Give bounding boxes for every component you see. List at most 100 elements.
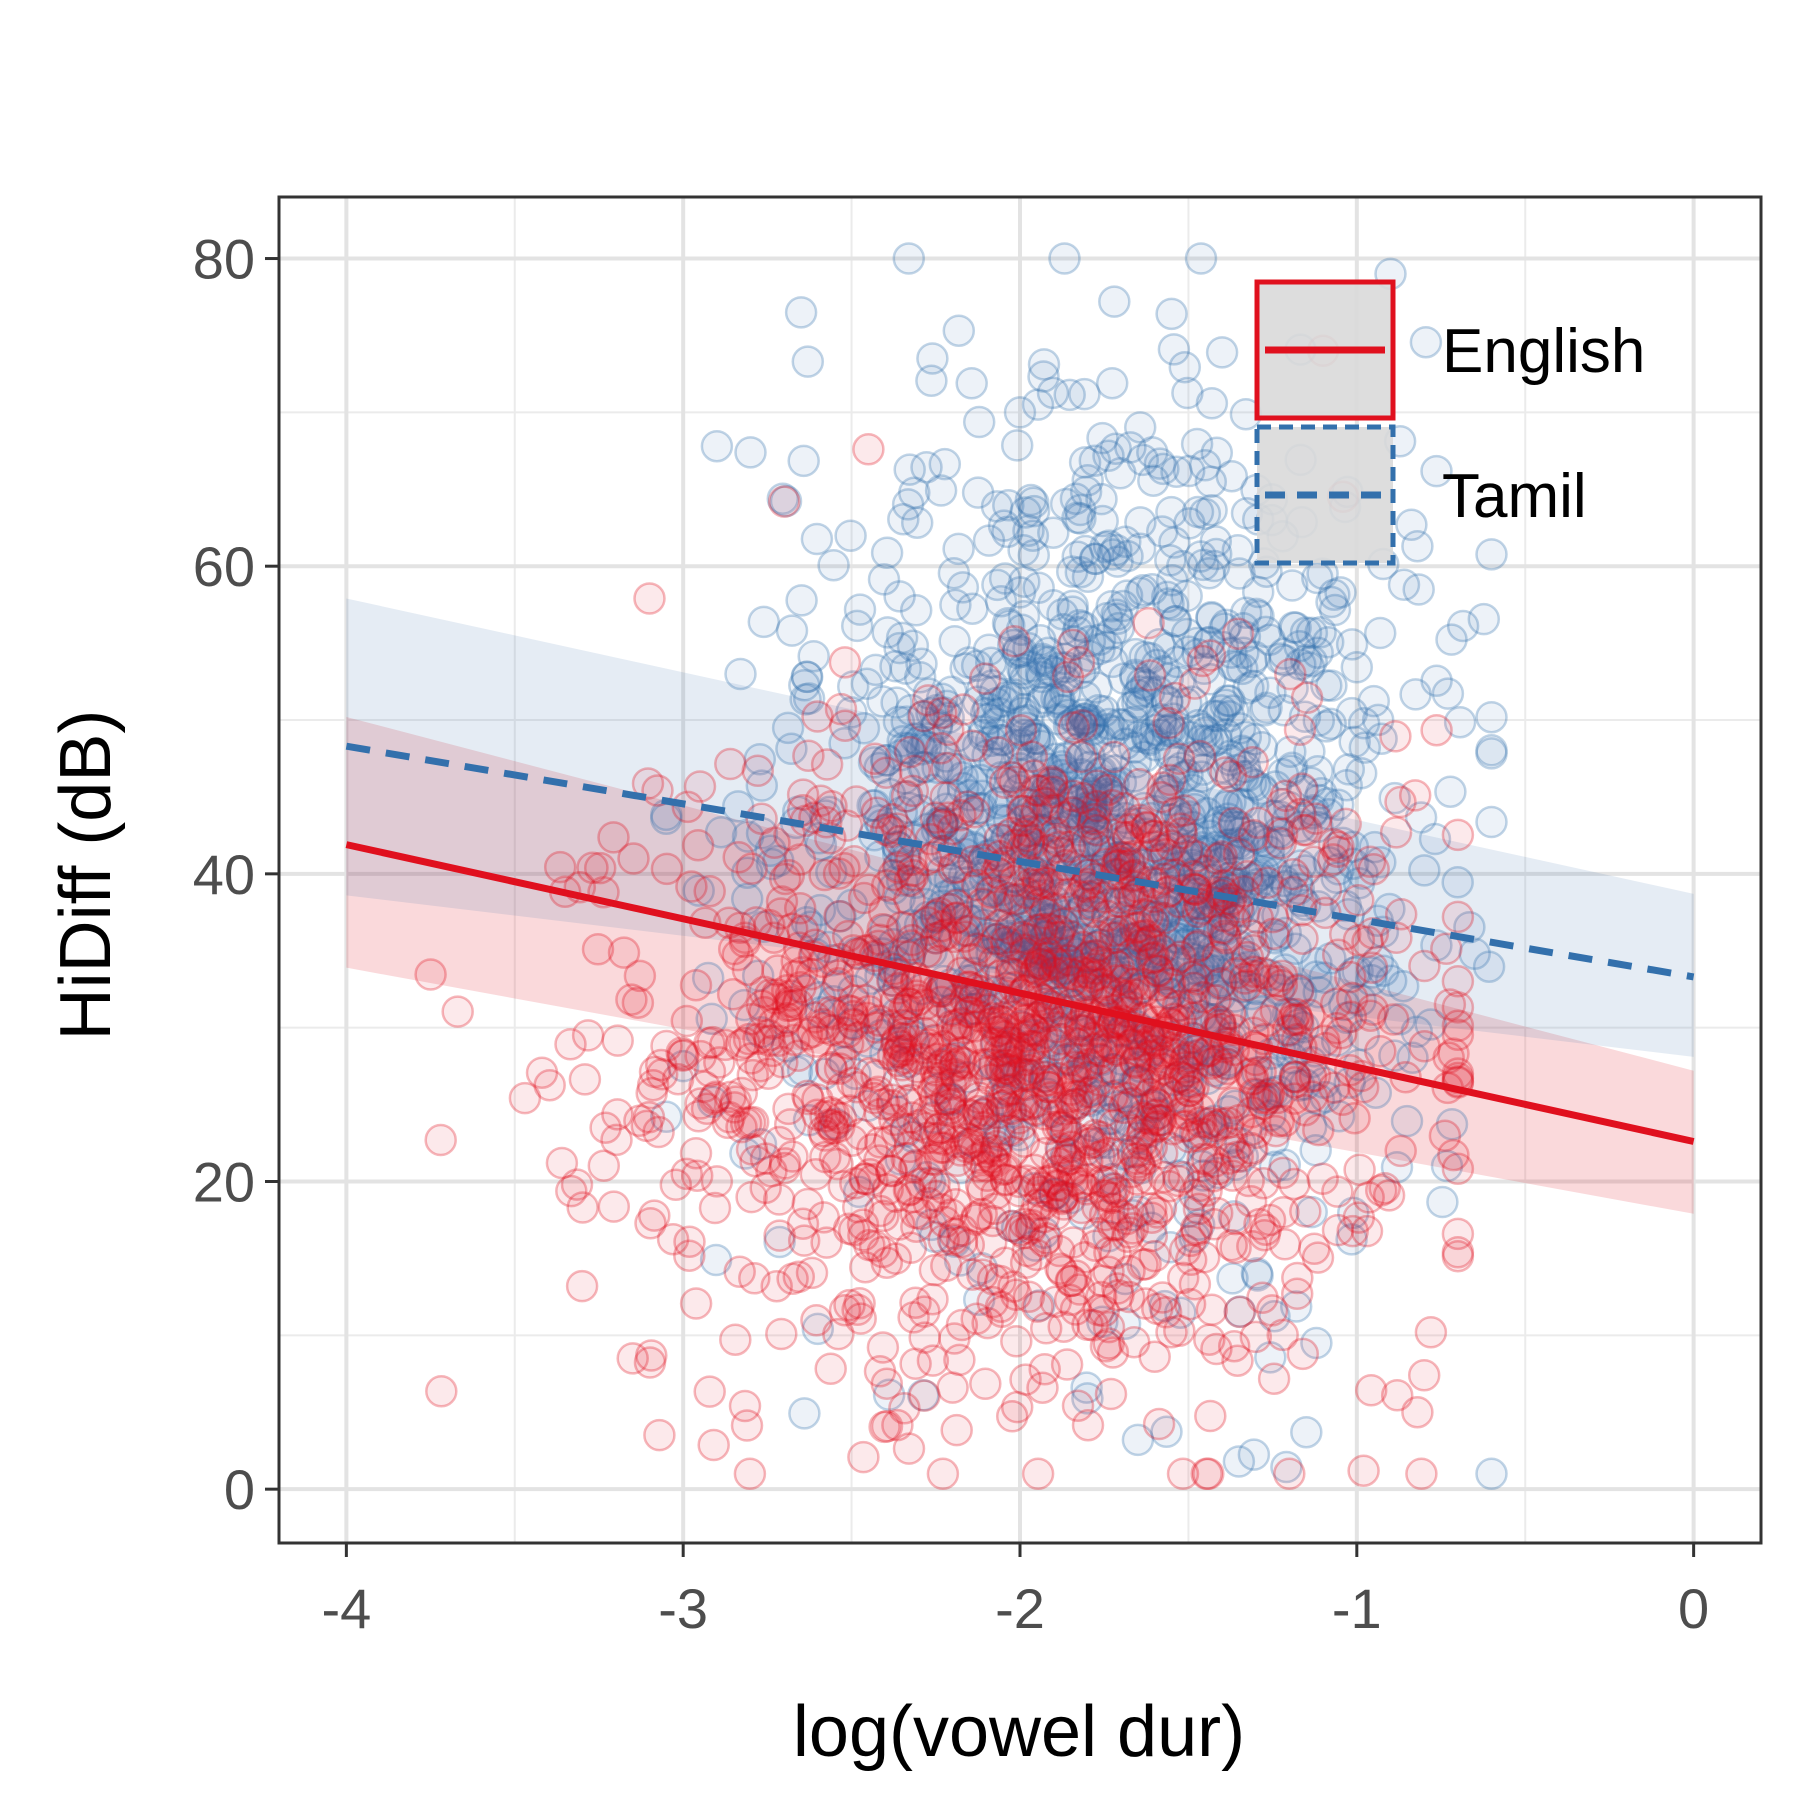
data-point bbox=[1041, 1146, 1074, 1180]
data-point bbox=[1071, 1382, 1104, 1415]
data-point bbox=[1151, 686, 1184, 719]
data-point bbox=[1032, 786, 1065, 820]
data-point bbox=[565, 1269, 599, 1303]
data-point bbox=[1125, 688, 1158, 722]
data-point bbox=[1095, 789, 1129, 822]
data-point bbox=[1318, 1071, 1351, 1104]
data-point bbox=[1320, 1011, 1353, 1045]
data-point bbox=[1222, 787, 1255, 821]
data-point bbox=[1076, 713, 1110, 746]
data-point bbox=[1133, 659, 1167, 692]
data-point bbox=[1019, 1093, 1052, 1126]
data-point bbox=[1152, 783, 1186, 817]
data-point bbox=[1179, 833, 1213, 867]
data-point bbox=[912, 677, 946, 710]
data-point bbox=[868, 1410, 901, 1444]
data-point bbox=[1060, 704, 1093, 737]
data-point bbox=[1063, 880, 1096, 913]
data-point bbox=[863, 751, 896, 785]
data-point bbox=[721, 938, 754, 972]
data-point bbox=[1045, 758, 1079, 792]
data-point bbox=[1121, 1163, 1154, 1196]
data-point bbox=[914, 1143, 948, 1176]
data-point bbox=[920, 693, 954, 727]
data-point bbox=[1172, 454, 1206, 488]
data-point bbox=[1175, 942, 1208, 975]
data-point bbox=[554, 1028, 587, 1061]
data-point bbox=[1014, 650, 1048, 683]
data-point bbox=[1197, 699, 1230, 732]
data-point bbox=[837, 1008, 871, 1041]
data-point bbox=[917, 773, 950, 807]
data-point bbox=[1305, 777, 1338, 810]
data-point bbox=[1134, 946, 1167, 980]
data-point bbox=[1049, 676, 1082, 709]
data-point bbox=[729, 1137, 762, 1170]
data-point bbox=[1063, 608, 1096, 642]
data-point bbox=[1022, 888, 1056, 921]
data-point bbox=[1195, 387, 1229, 420]
data-point bbox=[1287, 813, 1320, 847]
data-point bbox=[899, 594, 933, 627]
data-point bbox=[1253, 958, 1286, 992]
data-point bbox=[847, 1440, 880, 1474]
data-point bbox=[1219, 1089, 1252, 1123]
data-point bbox=[1221, 534, 1255, 567]
data-point bbox=[895, 1083, 928, 1116]
data-point bbox=[929, 1083, 963, 1116]
data-point bbox=[1104, 841, 1137, 874]
data-point bbox=[870, 1367, 904, 1400]
data-point bbox=[1091, 951, 1124, 984]
data-point bbox=[976, 875, 1010, 908]
data-point bbox=[1191, 1062, 1224, 1096]
data-point bbox=[1114, 922, 1148, 956]
data-point bbox=[1129, 1247, 1162, 1281]
data-point bbox=[1235, 1063, 1269, 1097]
data-point bbox=[734, 436, 767, 469]
data-point bbox=[1065, 709, 1099, 742]
data-point bbox=[1351, 925, 1384, 959]
data-point bbox=[868, 913, 902, 947]
data-point bbox=[1093, 835, 1126, 869]
data-point bbox=[875, 1009, 908, 1042]
data-point bbox=[1201, 1044, 1234, 1077]
data-point bbox=[1227, 827, 1260, 861]
data-point bbox=[1061, 501, 1094, 535]
data-point bbox=[425, 1375, 458, 1408]
data-point bbox=[1168, 350, 1202, 384]
data-point bbox=[1043, 683, 1076, 717]
data-point bbox=[1027, 1064, 1061, 1098]
data-point bbox=[1147, 842, 1181, 876]
data-point bbox=[1096, 1052, 1130, 1086]
data-point bbox=[1251, 1082, 1284, 1115]
data-point bbox=[815, 790, 848, 823]
data-point bbox=[1119, 1046, 1152, 1080]
data-point bbox=[787, 444, 820, 478]
data-point bbox=[1180, 1119, 1214, 1153]
data-point bbox=[992, 1114, 1026, 1147]
data-point bbox=[1265, 788, 1299, 821]
data-point bbox=[1183, 887, 1216, 921]
data-point bbox=[1190, 796, 1224, 830]
data-point bbox=[808, 1119, 842, 1152]
data-point bbox=[633, 582, 666, 615]
data-point bbox=[896, 629, 930, 663]
data-point bbox=[1020, 932, 1054, 965]
data-point bbox=[817, 548, 850, 582]
data-point bbox=[913, 1166, 947, 1199]
data-point bbox=[927, 807, 960, 841]
data-point bbox=[1134, 900, 1168, 933]
data-point bbox=[414, 958, 447, 991]
data-point bbox=[1434, 775, 1467, 808]
data-point bbox=[895, 923, 929, 957]
data-point bbox=[645, 1058, 679, 1091]
data-point bbox=[1025, 744, 1058, 778]
data-point bbox=[861, 1075, 895, 1108]
data-point bbox=[1066, 801, 1099, 834]
data-point bbox=[1237, 819, 1271, 852]
data-point bbox=[1051, 762, 1084, 795]
data-point bbox=[1064, 1166, 1097, 1200]
data-point bbox=[1441, 991, 1475, 1024]
data-point bbox=[1027, 1200, 1061, 1234]
data-point bbox=[996, 628, 1030, 662]
